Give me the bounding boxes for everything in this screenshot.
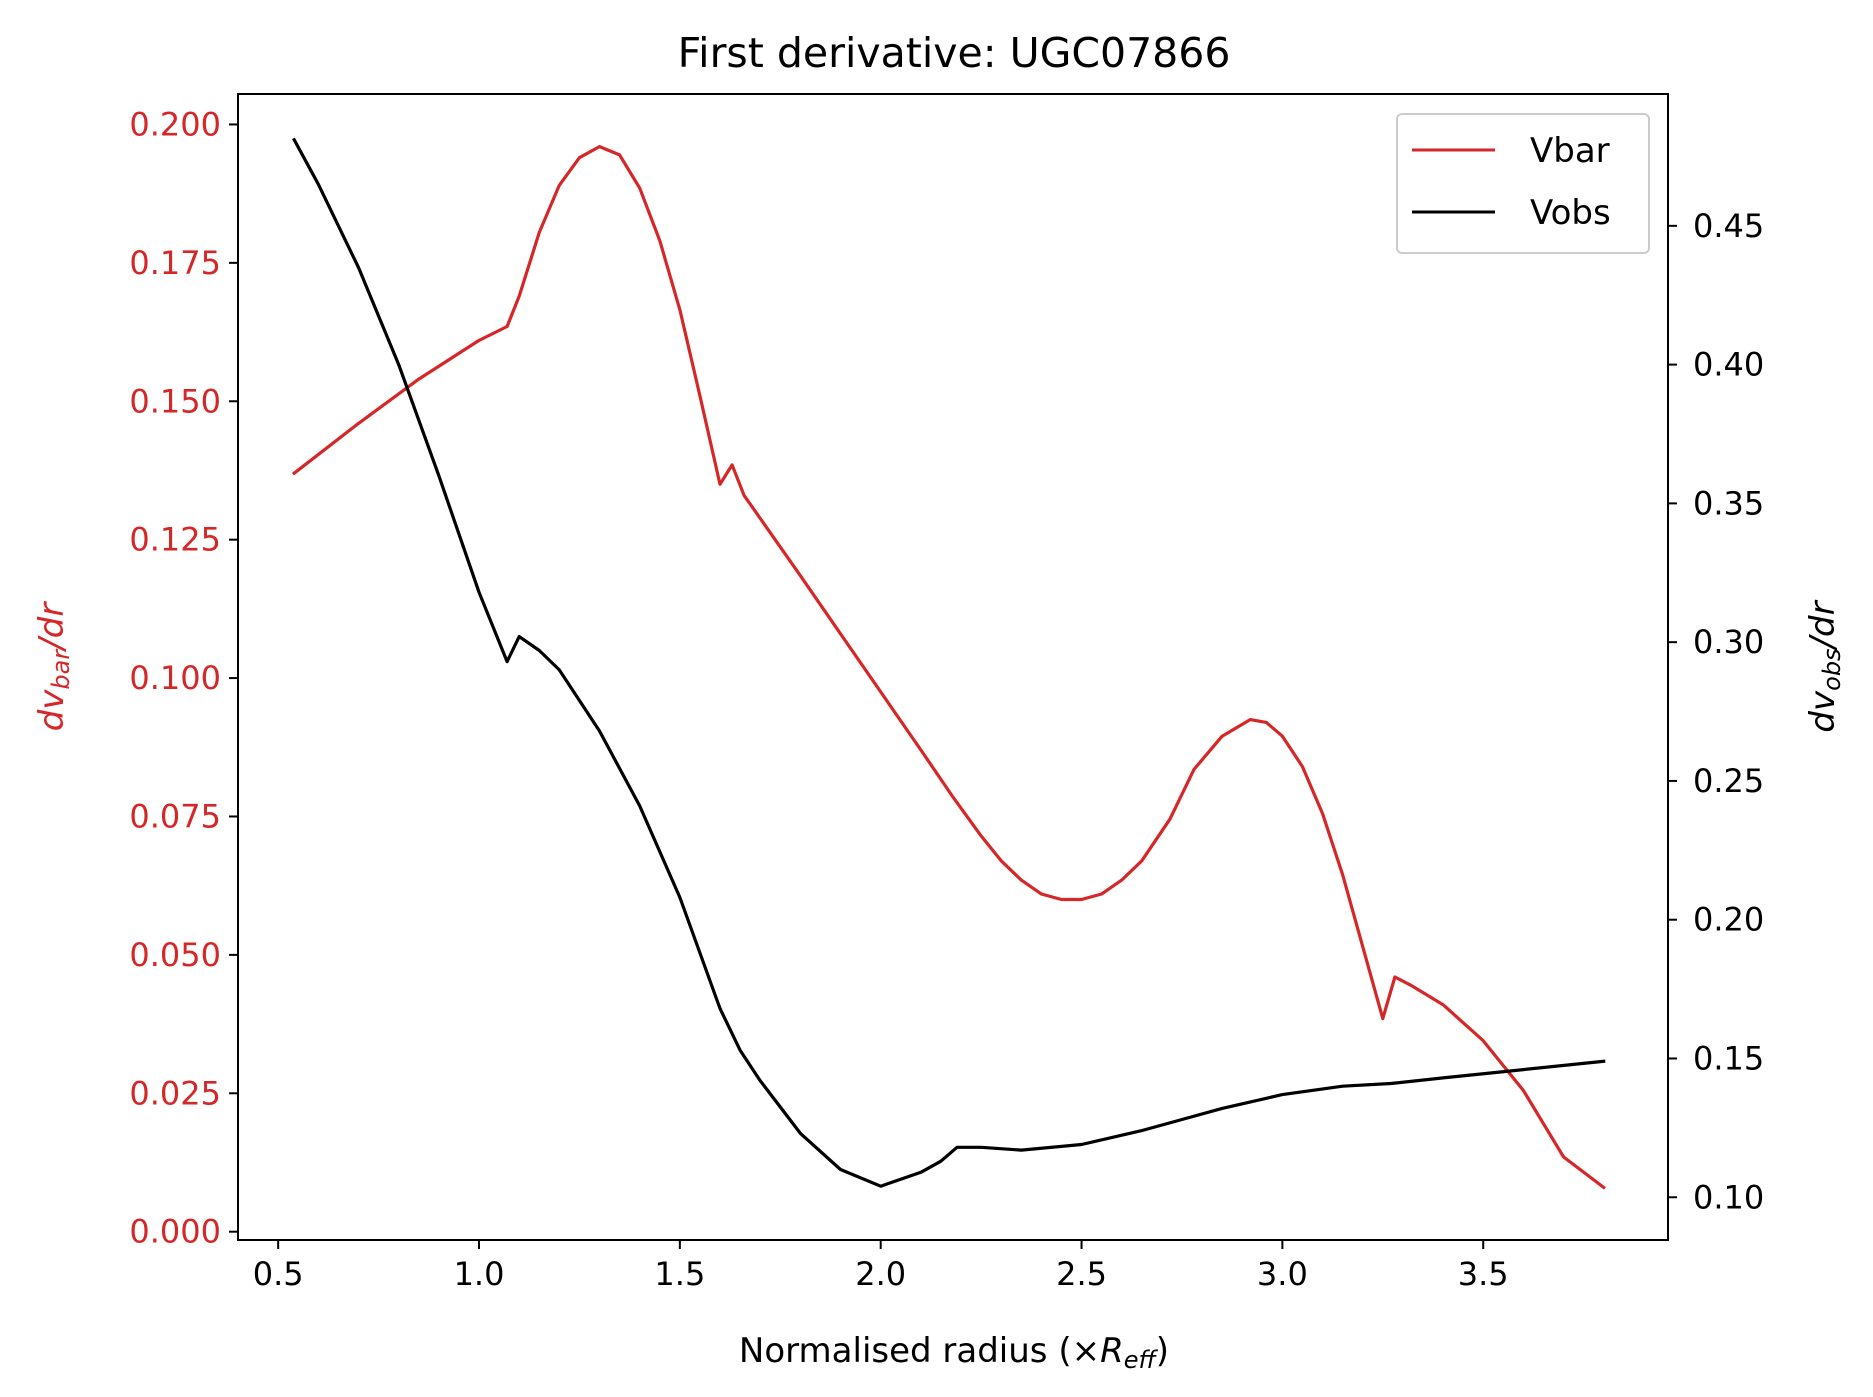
series-line-vbar bbox=[291, 145, 1606, 1190]
chart-title: First derivative: UGC07866 bbox=[678, 29, 1231, 77]
left-y-axis-ticks: 0.000 0.025 0.050 0.075 0.100 0.125 0.150 0.175… bbox=[129, 105, 238, 1251]
left-y-tick-label: 0.100 bbox=[129, 659, 221, 697]
x-tick-label: 2.0 bbox=[855, 1255, 906, 1293]
left-y-tick-label: 0.125 bbox=[129, 521, 221, 559]
x-axis-ticks: 0.5 1.0 1.5 2.0 2.5 3.0 3.5 bbox=[253, 1240, 1509, 1293]
right-y-tick-label: 0.30 bbox=[1693, 623, 1764, 661]
left-y-tick-label: 0.200 bbox=[129, 105, 221, 143]
x-tick-label: 2.5 bbox=[1056, 1255, 1107, 1293]
legend-label-vbar: Vbar bbox=[1530, 131, 1610, 171]
x-tick-label: 1.0 bbox=[454, 1255, 505, 1293]
left-y-axis-label: dvbar/dr bbox=[32, 601, 75, 732]
left-y-tick-label: 0.075 bbox=[129, 797, 221, 835]
right-y-tick-label: 0.10 bbox=[1693, 1178, 1764, 1216]
plot-frame bbox=[237, 93, 1669, 1241]
right-y-tick-label: 0.45 bbox=[1693, 207, 1764, 245]
legend-label-vobs: Vobs bbox=[1530, 193, 1611, 233]
right-y-axis-label: dvobs/dr bbox=[1803, 599, 1846, 732]
x-tick-label: 1.5 bbox=[654, 1255, 705, 1293]
right-y-tick-label: 0.20 bbox=[1693, 901, 1764, 939]
right-y-tick-label: 0.35 bbox=[1693, 484, 1764, 522]
legend-box bbox=[1396, 113, 1650, 254]
left-y-tick-label: 0.150 bbox=[129, 382, 221, 420]
left-y-tick-label: 0.050 bbox=[129, 936, 221, 974]
plot-lines bbox=[291, 137, 1606, 1190]
x-tick-label: 3.5 bbox=[1458, 1255, 1509, 1293]
right-y-axis-ticks: 0.10 0.15 0.20 0.25 0.30 0.35 0.40 0.45 bbox=[1668, 207, 1764, 1216]
x-tick-label: 0.5 bbox=[253, 1255, 304, 1293]
left-y-tick-label: 0.000 bbox=[129, 1213, 221, 1251]
x-tick-label: 3.0 bbox=[1257, 1255, 1308, 1293]
series-line-vobs bbox=[292, 137, 1606, 1188]
right-y-tick-label: 0.25 bbox=[1693, 762, 1764, 800]
x-axis-label: Normalised radius (×Reff) bbox=[739, 1331, 1169, 1374]
left-y-tick-label: 0.025 bbox=[129, 1074, 221, 1112]
right-y-tick-label: 0.15 bbox=[1693, 1039, 1764, 1077]
left-y-tick-label: 0.175 bbox=[129, 244, 221, 282]
legend: Vbar Vobs bbox=[1396, 113, 1650, 254]
right-y-tick-label: 0.40 bbox=[1693, 346, 1764, 384]
